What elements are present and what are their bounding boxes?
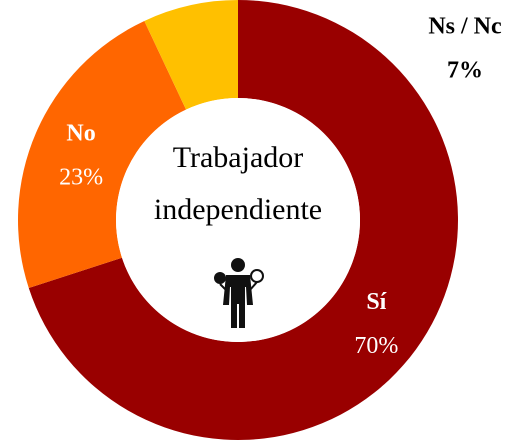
center-text: independiente [154, 193, 322, 226]
slice [17, 20, 187, 288]
value-label: 23% [59, 165, 103, 191]
slice-label: Sí [366, 289, 386, 315]
value-label: 7% [447, 58, 483, 84]
slice [28, 0, 458, 440]
slice [144, 0, 238, 110]
value-label: 70% [354, 333, 398, 359]
center-text: Trabajador [173, 141, 304, 174]
businessman-icon [214, 258, 264, 328]
donut-hole [116, 98, 360, 342]
slice-label: No [66, 121, 95, 147]
slices [17, 0, 458, 440]
slice-label: Ns / Nc [428, 14, 502, 40]
